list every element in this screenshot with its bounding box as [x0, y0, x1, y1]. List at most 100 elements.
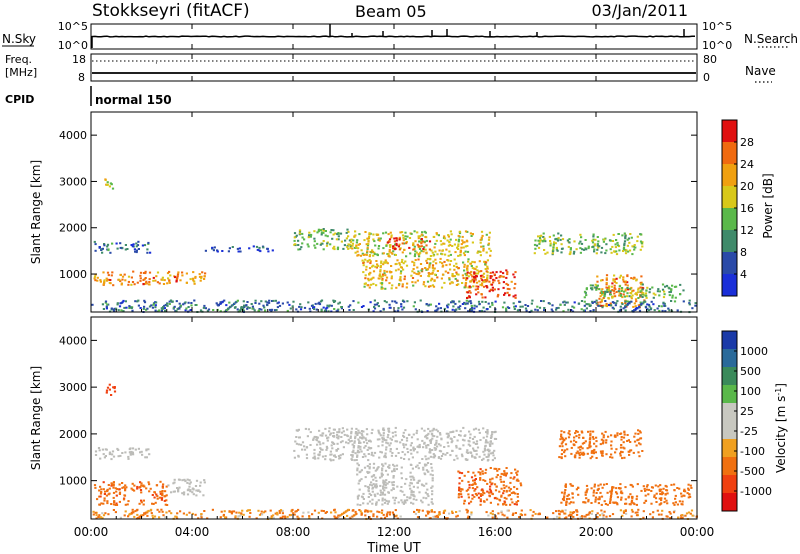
- velocity-cell: [400, 477, 403, 480]
- velocity-colorbar-label: Velocity [m s-1]: [774, 383, 789, 473]
- power-cell: [473, 267, 476, 270]
- velocity-cell: [382, 483, 385, 486]
- velocity-cell: [624, 486, 627, 489]
- velocity-cell: [429, 451, 432, 454]
- power-cell: [656, 290, 659, 293]
- velocity-cell: [281, 509, 284, 512]
- velocity-colorbar-tick-label: -25: [740, 425, 758, 438]
- velocity-cell: [359, 510, 362, 513]
- power-cell: [622, 248, 625, 251]
- power-cell: [580, 242, 584, 245]
- velocity-cell: [339, 514, 342, 517]
- power-cell: [400, 305, 403, 308]
- velocity-cell: [599, 491, 602, 494]
- velocity-cell: [538, 513, 541, 516]
- power-cell: [364, 274, 367, 277]
- velocity-cell: [356, 469, 359, 472]
- power-cell: [106, 271, 110, 274]
- velocity-cell: [580, 517, 583, 520]
- station-title: Stokkseyri (fitACF): [92, 1, 250, 21]
- velocity-cell: [479, 498, 482, 501]
- colorbar-segment: [722, 230, 737, 253]
- velocity-cell: [373, 493, 376, 496]
- velocity-cell: [136, 513, 139, 516]
- velocity-cell: [426, 437, 429, 440]
- power-cell: [360, 249, 363, 252]
- power-cell: [428, 266, 431, 269]
- power-cell: [120, 282, 123, 285]
- power-cell: [286, 309, 289, 312]
- velocity-cell: [600, 438, 603, 441]
- power-cell: [475, 265, 478, 268]
- velocity-cell: [372, 462, 376, 465]
- velocity-cell: [112, 486, 115, 489]
- velocity-cell: [331, 447, 334, 450]
- power-cell: [107, 278, 110, 281]
- velocity-cell: [623, 456, 626, 459]
- power-cell: [369, 301, 372, 304]
- velocity-cell: [376, 467, 379, 470]
- velocity-cell: [376, 438, 379, 441]
- velocity-cell: [335, 449, 338, 451]
- velocity-cell: [386, 511, 389, 514]
- velocity-cell: [135, 509, 138, 512]
- velocity-cell: [623, 447, 626, 450]
- velocity-cell: [592, 491, 595, 494]
- velocity-cell: [516, 470, 519, 473]
- velocity-cell: [622, 436, 626, 439]
- power-cell: [668, 291, 671, 294]
- power-cell: [308, 307, 311, 310]
- power-cell: [600, 299, 603, 302]
- power-cell: [519, 305, 522, 308]
- velocity-cell: [585, 513, 588, 516]
- velocity-cell: [579, 448, 582, 451]
- power-cell: [475, 281, 479, 284]
- power-cell: [541, 239, 544, 242]
- velocity-cell: [601, 486, 604, 489]
- power-cell: [485, 280, 488, 283]
- velocity-cell: [337, 514, 340, 517]
- power-cell: [625, 304, 628, 307]
- velocity-cell: [484, 468, 488, 471]
- velocity-cell: [131, 451, 134, 454]
- power-cell: [96, 279, 99, 282]
- power-cell: [228, 247, 231, 250]
- velocity-cell: [200, 513, 203, 516]
- velocity-cell: [378, 456, 381, 459]
- power-cell: [420, 269, 423, 272]
- power-cell: [139, 307, 142, 309]
- velocity-cell: [661, 509, 664, 512]
- power-cell: [368, 233, 371, 236]
- velocity-cell: [160, 498, 163, 501]
- power-cell: [116, 303, 119, 306]
- power-cell: [175, 310, 178, 313]
- velocity-cell: [472, 471, 475, 474]
- velocity-cell: [98, 449, 101, 452]
- velocity-cell: [450, 441, 453, 444]
- power-cell: [394, 310, 397, 313]
- velocity-cell: [334, 456, 337, 458]
- power-cell: [404, 231, 407, 234]
- velocity-cell: [495, 485, 498, 488]
- power-cell: [473, 273, 476, 276]
- power-cell: [579, 247, 582, 250]
- velocity-cell: [568, 502, 571, 505]
- power-cell: [366, 237, 369, 240]
- power-cell: [417, 273, 420, 276]
- power-cell: [406, 282, 409, 285]
- power-cell: [559, 303, 562, 306]
- velocity-cell: [483, 492, 486, 495]
- velocity-cell: [372, 466, 375, 469]
- velocity-cell: [624, 509, 627, 512]
- velocity-cell: [391, 470, 394, 473]
- velocity-cell: [532, 510, 535, 513]
- velocity-cell: [156, 508, 159, 511]
- velocity-cell: [410, 478, 413, 481]
- velocity-cell: [395, 464, 399, 467]
- power-cell: [607, 297, 610, 299]
- power-cell: [356, 250, 359, 253]
- velocity-cell: [140, 491, 143, 494]
- velocity-cell: [560, 435, 563, 438]
- power-cell: [381, 273, 385, 276]
